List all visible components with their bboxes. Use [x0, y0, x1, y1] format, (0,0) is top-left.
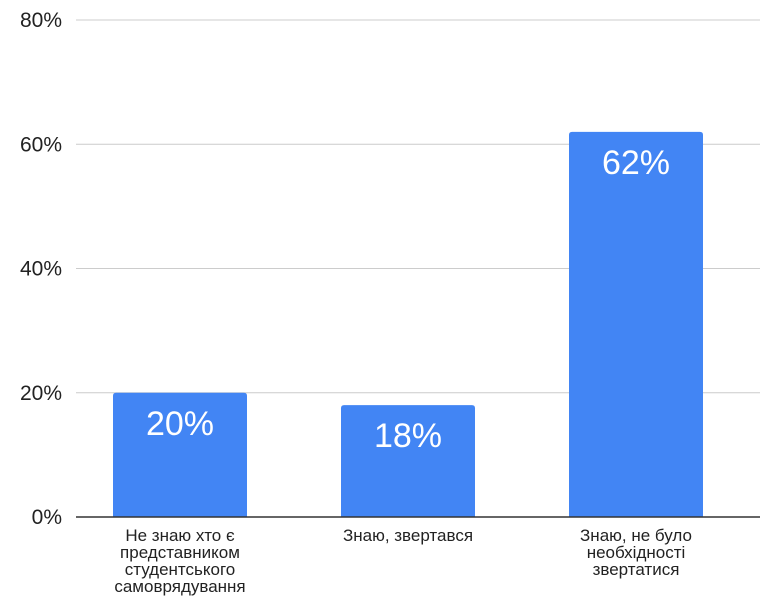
x-category-label-line: Знаю, не було: [580, 526, 692, 545]
y-axis-tick-labels: 0% 20% 40% 60% 80%: [20, 9, 62, 529]
y-tick-label: 20%: [20, 382, 62, 405]
data-label: 18%: [374, 417, 442, 455]
bar: [341, 405, 475, 517]
y-tick-label: 60%: [20, 133, 62, 156]
y-tick-label: 80%: [20, 9, 62, 32]
x-category-label-line: необхідності: [587, 543, 686, 562]
bar: [113, 392, 247, 517]
x-axis-category-labels: Не знаю хто є представником студентського с…: [114, 526, 692, 596]
x-category-label: Знаю, не було необхідності звертатися: [580, 526, 692, 579]
x-category-label-line: звертатися: [593, 560, 680, 579]
x-category-label: Знаю, звертався: [343, 526, 473, 545]
x-category-label-line: Не знаю хто є: [125, 526, 235, 545]
bar: [569, 131, 703, 517]
data-label: 20%: [146, 405, 214, 443]
x-category-label-line: Знаю, звертався: [343, 526, 473, 545]
data-label: 62%: [602, 144, 670, 182]
y-tick-label: 40%: [20, 258, 62, 281]
x-category-label-line: представником: [120, 543, 240, 562]
x-category-label-line: самоврядування: [114, 577, 245, 596]
x-category-label-line: студентського: [125, 560, 236, 579]
y-tick-label: 0%: [32, 506, 62, 529]
x-category-label: Не знаю хто є представником студентського с…: [114, 526, 245, 596]
bars: [113, 131, 703, 517]
data-labels: 20% 18% 62%: [146, 144, 670, 455]
